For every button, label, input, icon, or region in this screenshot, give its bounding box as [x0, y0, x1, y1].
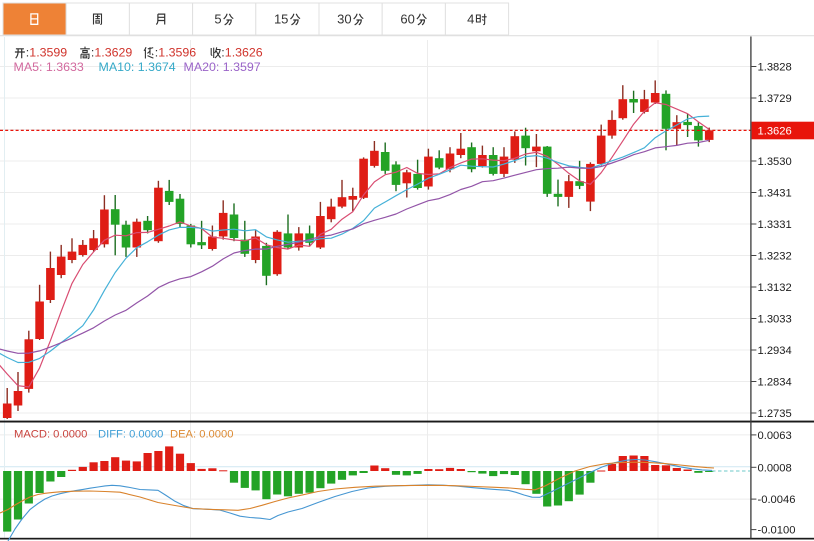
svg-text:MACD: 0.0000: MACD: 0.0000 — [14, 428, 87, 440]
svg-text:1.3629: 1.3629 — [94, 46, 132, 60]
svg-text:5: 5 — [214, 12, 221, 27]
svg-text:0.0063: 0.0063 — [758, 430, 792, 442]
svg-text:1.3729: 1.3729 — [758, 93, 792, 105]
svg-text:1.3431: 1.3431 — [758, 188, 792, 200]
svg-text:-0.0046: -0.0046 — [758, 494, 796, 506]
svg-text::: : — [221, 46, 224, 60]
svg-text:1.3828: 1.3828 — [758, 62, 792, 74]
svg-text:15: 15 — [274, 12, 288, 27]
svg-text:1.2735: 1.2735 — [758, 408, 792, 420]
svg-text:1.3232: 1.3232 — [758, 251, 792, 263]
svg-text:4: 4 — [467, 12, 474, 27]
svg-text:1.3599: 1.3599 — [29, 46, 67, 60]
svg-text:1.3132: 1.3132 — [758, 282, 792, 294]
svg-text:DIFF: 0.0000: DIFF: 0.0000 — [98, 428, 163, 440]
svg-text:1.3033: 1.3033 — [758, 314, 792, 326]
svg-text:1.2834: 1.2834 — [758, 377, 792, 389]
svg-text:1.3530: 1.3530 — [758, 156, 792, 168]
svg-text:-0.0100: -0.0100 — [758, 525, 796, 537]
svg-text:MA20: 1.3597: MA20: 1.3597 — [184, 60, 261, 74]
svg-text:60: 60 — [400, 12, 414, 27]
svg-text:1.3331: 1.3331 — [758, 219, 792, 231]
svg-text:MA10: 1.3674: MA10: 1.3674 — [99, 60, 176, 74]
svg-text::: : — [155, 46, 158, 60]
svg-text:1.3626: 1.3626 — [225, 46, 263, 60]
svg-text::: : — [26, 46, 29, 60]
svg-text:1.2934: 1.2934 — [758, 345, 792, 357]
svg-text::: : — [91, 46, 94, 60]
svg-text:30: 30 — [337, 12, 351, 27]
svg-text:1.3626: 1.3626 — [758, 126, 792, 138]
svg-text:MA5: 1.3633: MA5: 1.3633 — [14, 60, 84, 74]
svg-text:0.0008: 0.0008 — [758, 462, 792, 474]
svg-text:1.3596: 1.3596 — [158, 46, 196, 60]
svg-text:DEA: 0.0000: DEA: 0.0000 — [170, 428, 233, 440]
